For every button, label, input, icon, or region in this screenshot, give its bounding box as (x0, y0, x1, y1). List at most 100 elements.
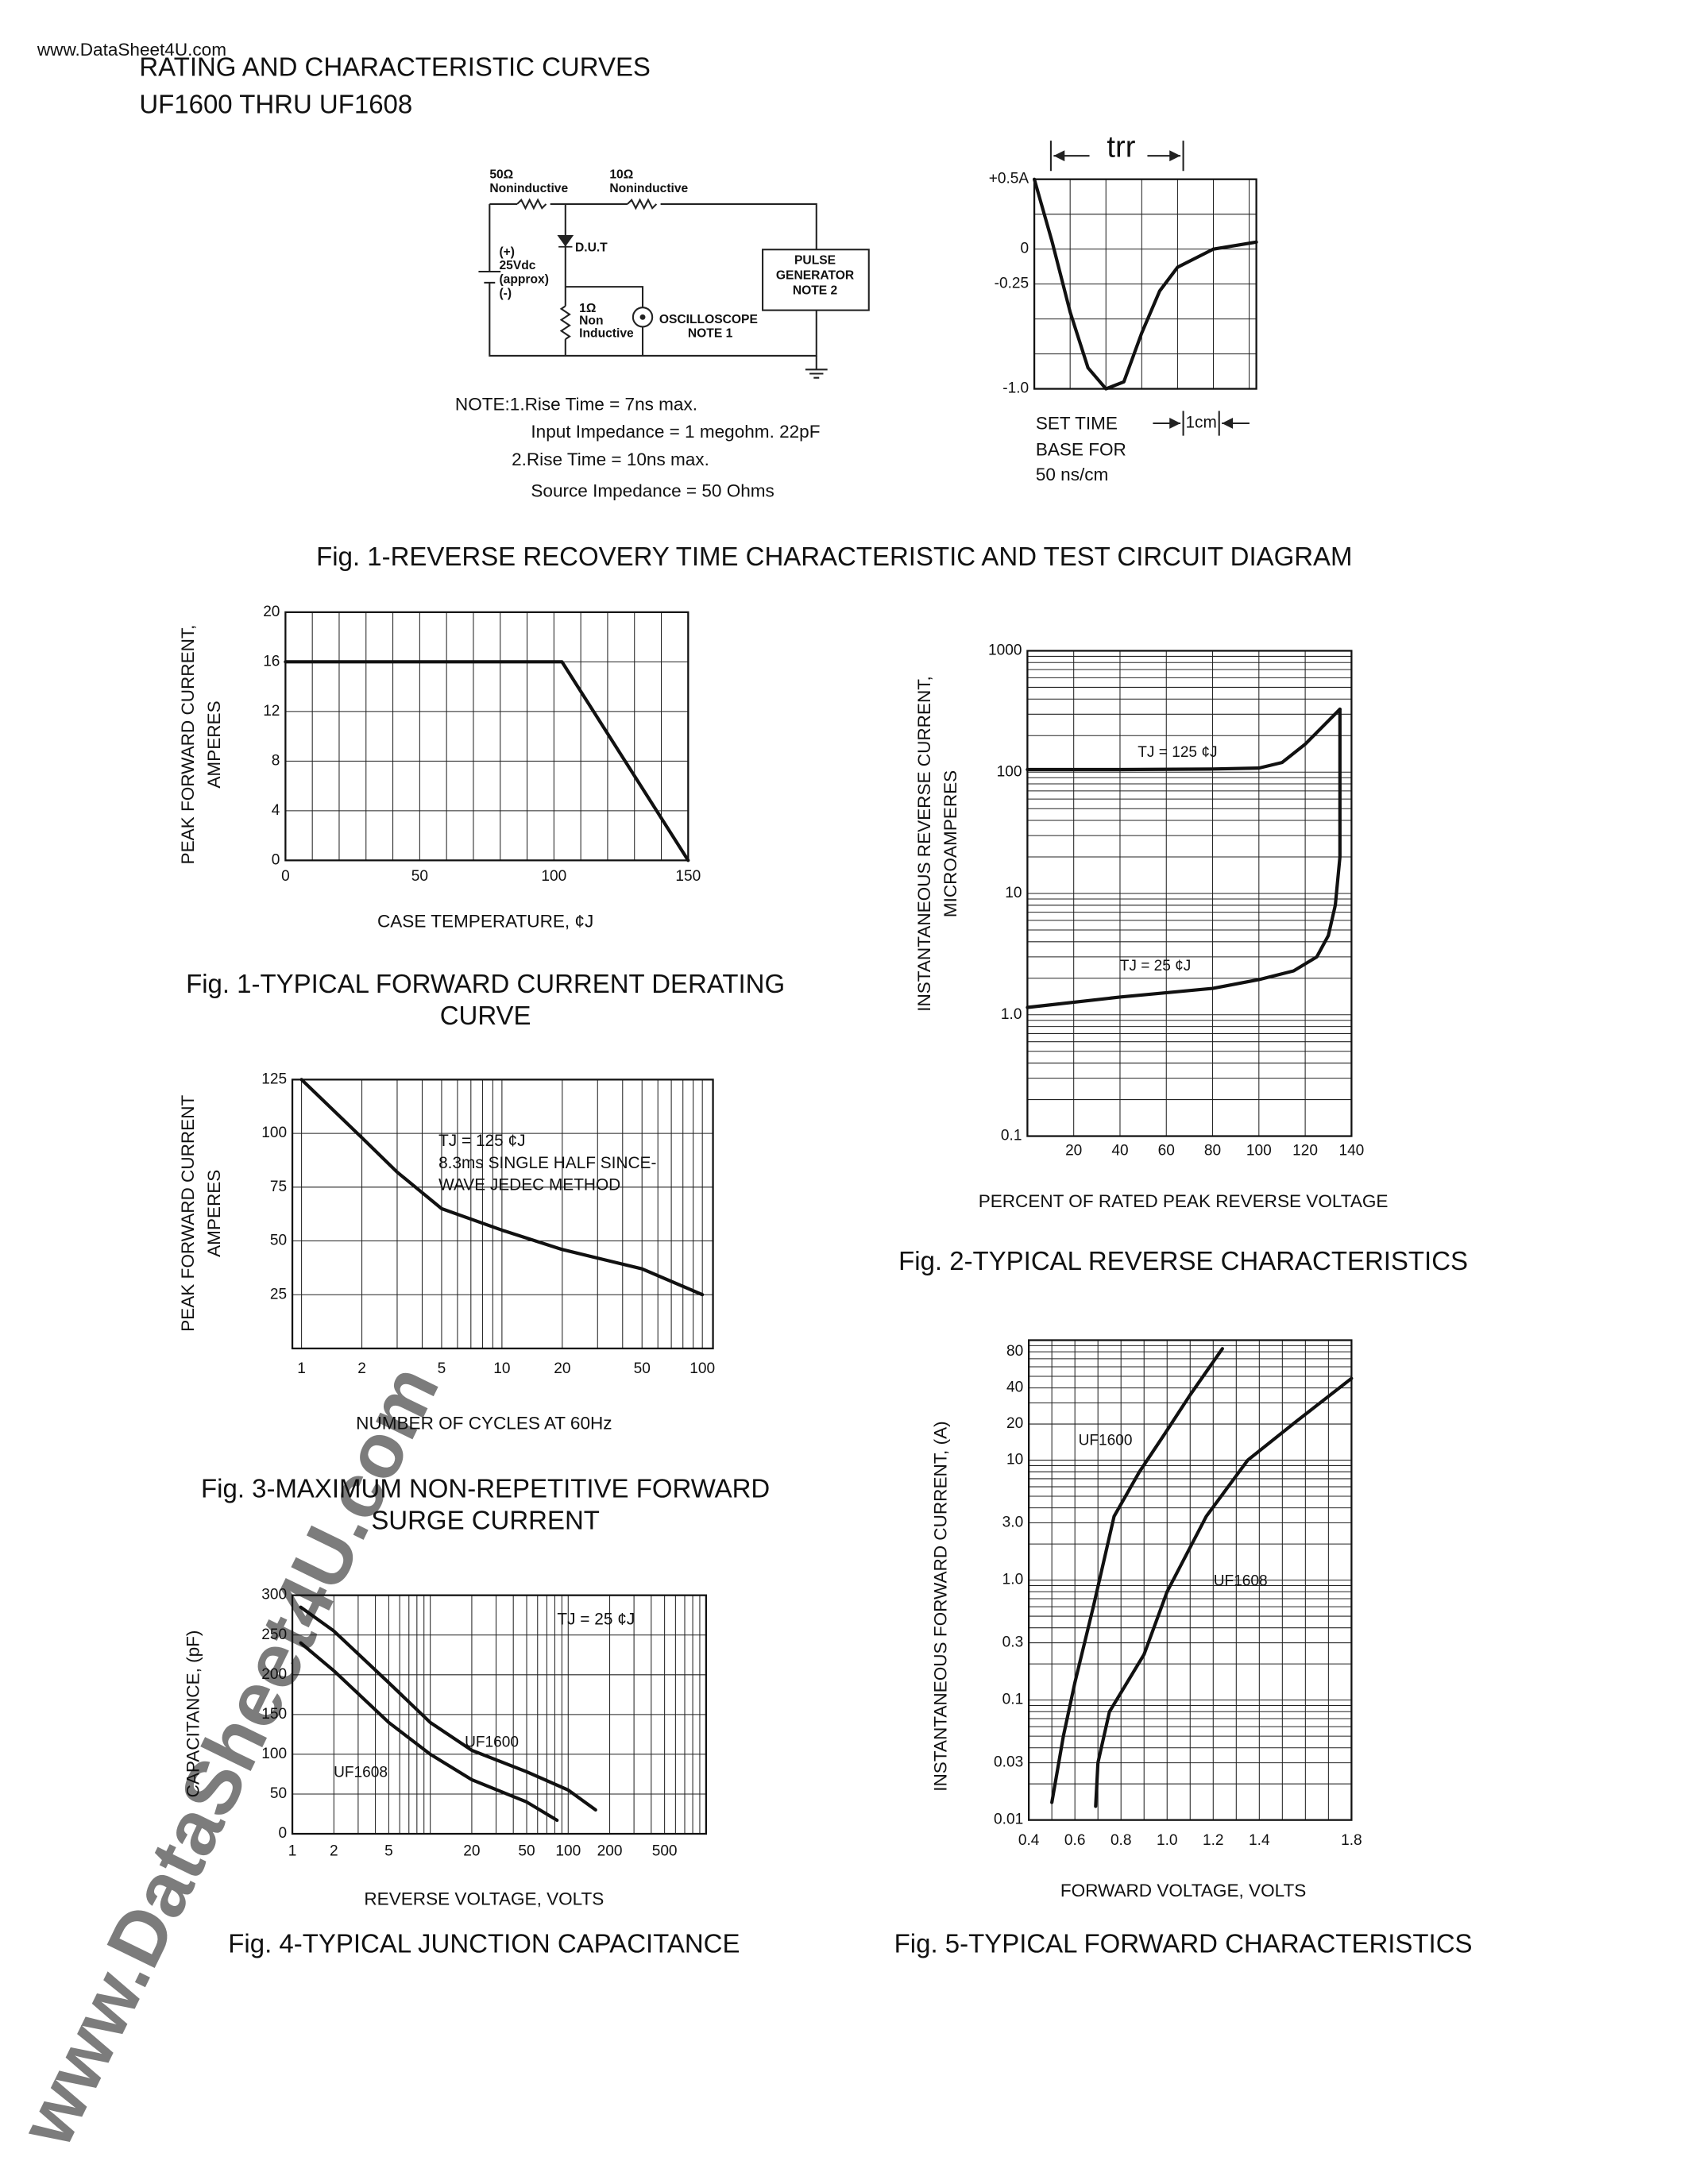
circuit-wire (489, 203, 817, 357)
shunt-resistor (559, 203, 571, 356)
circuit-label: (-) (499, 287, 512, 300)
x-tick-label: 1.4 (1249, 1832, 1270, 1849)
x-tick-label: 2 (330, 1843, 338, 1860)
x-tick-label: 40 (1111, 1143, 1128, 1160)
y-tick-label: 150 (261, 1706, 287, 1723)
x-axis-label: CASE TEMPERATURE, ¢J (377, 911, 593, 931)
x-tick-label: 1 (297, 1360, 306, 1377)
x-tick-label: 500 (652, 1843, 678, 1860)
data-line (1026, 707, 1342, 772)
annotation: 1cm (1185, 413, 1216, 431)
x-tick-label: 5 (438, 1360, 446, 1377)
circuit-label: Inductive (579, 326, 634, 340)
figure-caption: CURVE (440, 1001, 531, 1030)
y-axis-label: CAPACITANCE, (pF) (183, 1630, 203, 1798)
y-axis-label: MICROAMPERES (941, 770, 960, 917)
y-tick-label: 20 (1006, 1415, 1023, 1432)
x-tick-label: 50 (411, 868, 428, 885)
figure-caption: Fig. 2-TYPICAL REVERSE CHARACTERISTICS (898, 1246, 1468, 1275)
circuit-label: 50Ω (489, 168, 513, 182)
y-tick-label: 1.0 (1002, 1572, 1024, 1588)
plot-frame (1033, 178, 1257, 390)
x-axis-label: PERCENT OF RATED PEAK REVERSE VOLTAGE (979, 1191, 1389, 1211)
y-axis-label: PEAK FORWARD CURRENT, (178, 625, 198, 865)
y-tick-label: 20 (263, 604, 280, 620)
x-tick-label: 1.8 (1341, 1832, 1362, 1849)
generator-box (762, 249, 870, 311)
plot-background (292, 1079, 713, 1349)
y-tick-label: 40 (1006, 1379, 1023, 1396)
y-axis-label: INSTANTANEOUS FORWARD CURRENT, (A) (931, 1421, 951, 1791)
series-label: UF1608 (334, 1765, 388, 1781)
figure-caption: Fig. 1-TYPICAL FORWARD CURRENT DERATING (186, 969, 785, 998)
y-tick-label: 10 (1006, 1452, 1023, 1468)
resistor (516, 198, 658, 210)
x-tick-label: 20 (554, 1360, 570, 1377)
y-axis-label: AMPERES (204, 700, 224, 788)
y-tick-label: -1.0 (1002, 380, 1029, 397)
x-tick-label: 0 (281, 868, 290, 885)
data-line (1050, 1347, 1224, 1804)
y-axis-label: PEAK FORWARD CURRENT (178, 1094, 198, 1331)
x-tick-label: 60 (1158, 1143, 1175, 1160)
y-tick-label: 12 (263, 703, 280, 720)
trr-bracket (1049, 141, 1184, 172)
x-tick-label: 2 (357, 1360, 366, 1377)
circuit-label: D.U.T (575, 241, 608, 255)
data-line (299, 1641, 559, 1823)
circuit-label: Non (579, 314, 603, 328)
x-tick-label: 150 (675, 868, 701, 885)
x-axis-label: NUMBER OF CYCLES AT 60Hz (356, 1413, 612, 1433)
test-circuit (478, 198, 870, 379)
x-tick-label: 100 (555, 1843, 581, 1860)
circuit-label: PULSE (794, 253, 836, 267)
y-tick-label: 50 (270, 1785, 287, 1802)
cm-bracket (1153, 411, 1250, 436)
x-tick-label: 20 (1065, 1143, 1082, 1160)
y-tick-label: +0.5A (989, 171, 1029, 187)
circuit-label: GENERATOR (776, 268, 854, 282)
plot-frame (1026, 650, 1353, 1137)
circuit-note: NOTE:1.Rise Time = 7ns max. (455, 394, 697, 414)
plot-background (285, 612, 689, 861)
figure-caption: SURGE CURRENT (371, 1505, 600, 1534)
circuit-label: 25Vdc (499, 259, 535, 272)
plot-frame (284, 611, 689, 862)
y-tick-label: 4 (272, 802, 280, 819)
data-line (1033, 177, 1258, 391)
x-tick-label: 100 (689, 1360, 715, 1377)
y-tick-label: 0.01 (994, 1812, 1023, 1828)
y-tick-label: 16 (263, 653, 280, 669)
x-tick-label: 5 (384, 1843, 393, 1860)
data-line (1094, 1376, 1354, 1808)
plot-frame (291, 1594, 708, 1835)
data-line (299, 1605, 597, 1812)
data-line (299, 1078, 705, 1297)
x-tick-label: 0.4 (1018, 1832, 1040, 1849)
y-tick-label: 0.1 (1002, 1692, 1024, 1708)
y-tick-label: -0.25 (995, 276, 1029, 292)
figure-caption: Fig. 4-TYPICAL JUNCTION CAPACITANCE (228, 1928, 740, 1958)
figure-caption: Fig. 5-TYPICAL FORWARD CHARACTERISTICS (894, 1928, 1473, 1958)
scope-wire (565, 286, 644, 356)
data-line (1026, 707, 1342, 1009)
x-tick-label: 200 (597, 1843, 623, 1860)
y-tick-label: 0.3 (1002, 1634, 1024, 1651)
x-tick-label: 50 (634, 1360, 651, 1377)
y-tick-label: 100 (261, 1746, 287, 1762)
annotation: BASE FOR (1036, 440, 1126, 460)
trr-arrows (1049, 141, 1250, 436)
circuit-label: (+) (499, 245, 515, 259)
x-axis-label: FORWARD VOLTAGE, VOLTS (1060, 1881, 1306, 1900)
annotation: TJ = 125 ¢J (438, 1132, 525, 1150)
annotation: 50 ns/cm (1036, 465, 1108, 484)
circuit-label: NOTE 1 (688, 326, 733, 340)
series-label: TJ = 125 ¢J (1138, 744, 1217, 761)
x-tick-label: 1.0 (1157, 1832, 1178, 1849)
y-axis-label: INSTANTANEOUS REVERSE CURRENT, (914, 676, 934, 1012)
y-tick-label: 3.0 (1002, 1515, 1024, 1531)
data-line (284, 660, 690, 862)
series-label: TJ = 25 ¢J (1120, 958, 1192, 974)
